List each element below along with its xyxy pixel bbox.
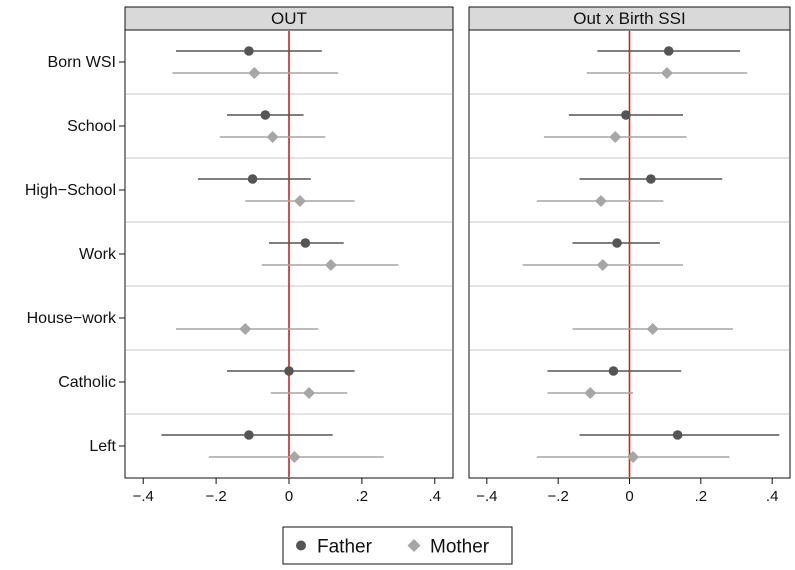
point-estimate-father xyxy=(244,430,254,440)
x-tick-label: 0 xyxy=(285,488,293,505)
point-estimate-mother xyxy=(293,195,306,207)
category-label: Born WSI xyxy=(48,54,116,71)
x-tick-label: .4 xyxy=(429,488,442,505)
point-estimate-mother xyxy=(627,451,640,463)
legend-mother-label: Mother xyxy=(430,537,490,558)
point-estimate-father xyxy=(663,46,674,56)
point-estimate-mother xyxy=(594,195,607,207)
legend-mother-marker xyxy=(407,539,421,552)
category-label: House−work xyxy=(27,310,117,327)
point-estimate-mother xyxy=(248,67,261,79)
x-tick-label: .2 xyxy=(695,488,708,505)
point-estimate-mother xyxy=(324,259,337,271)
point-estimate-father xyxy=(284,366,294,376)
point-estimate-father xyxy=(247,174,258,184)
category-label: School xyxy=(67,118,116,135)
point-estimate-mother xyxy=(609,131,622,143)
point-estimate-mother xyxy=(584,387,597,399)
panel-title: Out x Birth SSI xyxy=(573,9,685,28)
point-estimate-mother xyxy=(660,67,673,79)
x-tick-label: −.4 xyxy=(476,488,497,505)
point-estimate-father xyxy=(672,430,683,440)
point-estimate-father xyxy=(244,46,254,56)
x-tick-label: .2 xyxy=(356,488,369,505)
x-tick-label: −.2 xyxy=(205,488,226,505)
point-estimate-mother xyxy=(266,131,279,143)
x-tick-label: .4 xyxy=(766,488,779,505)
category-label: High−School xyxy=(25,182,116,199)
point-estimate-father xyxy=(300,238,311,248)
panels-layer: OUT −.4 −.2 0 .2 .4 Born WSI School High−School W… xyxy=(25,6,791,505)
legend-father-label: Father xyxy=(317,537,373,558)
point-estimate-father xyxy=(260,110,271,120)
legend: Father Mother xyxy=(282,526,513,565)
point-estimate-father xyxy=(621,110,631,120)
x-tick-label: −.4 xyxy=(133,488,154,505)
point-estimate-mother xyxy=(646,323,659,335)
category-label: Catholic xyxy=(58,374,116,391)
point-estimate-mother xyxy=(239,323,252,335)
point-estimate-mother xyxy=(288,451,301,463)
x-tick-label: 0 xyxy=(625,488,633,505)
point-estimate-mother xyxy=(596,259,609,271)
legend-box xyxy=(282,526,513,565)
category-label: Left xyxy=(89,438,116,455)
panel-title: OUT xyxy=(271,9,307,28)
category-label: Work xyxy=(79,246,117,263)
point-estimate-mother xyxy=(303,387,316,399)
x-tick-label: −.2 xyxy=(548,488,569,505)
legend-father-marker xyxy=(296,540,306,551)
point-estimate-father xyxy=(646,174,656,184)
point-estimate-father xyxy=(612,238,622,248)
point-estimate-father xyxy=(608,366,619,376)
